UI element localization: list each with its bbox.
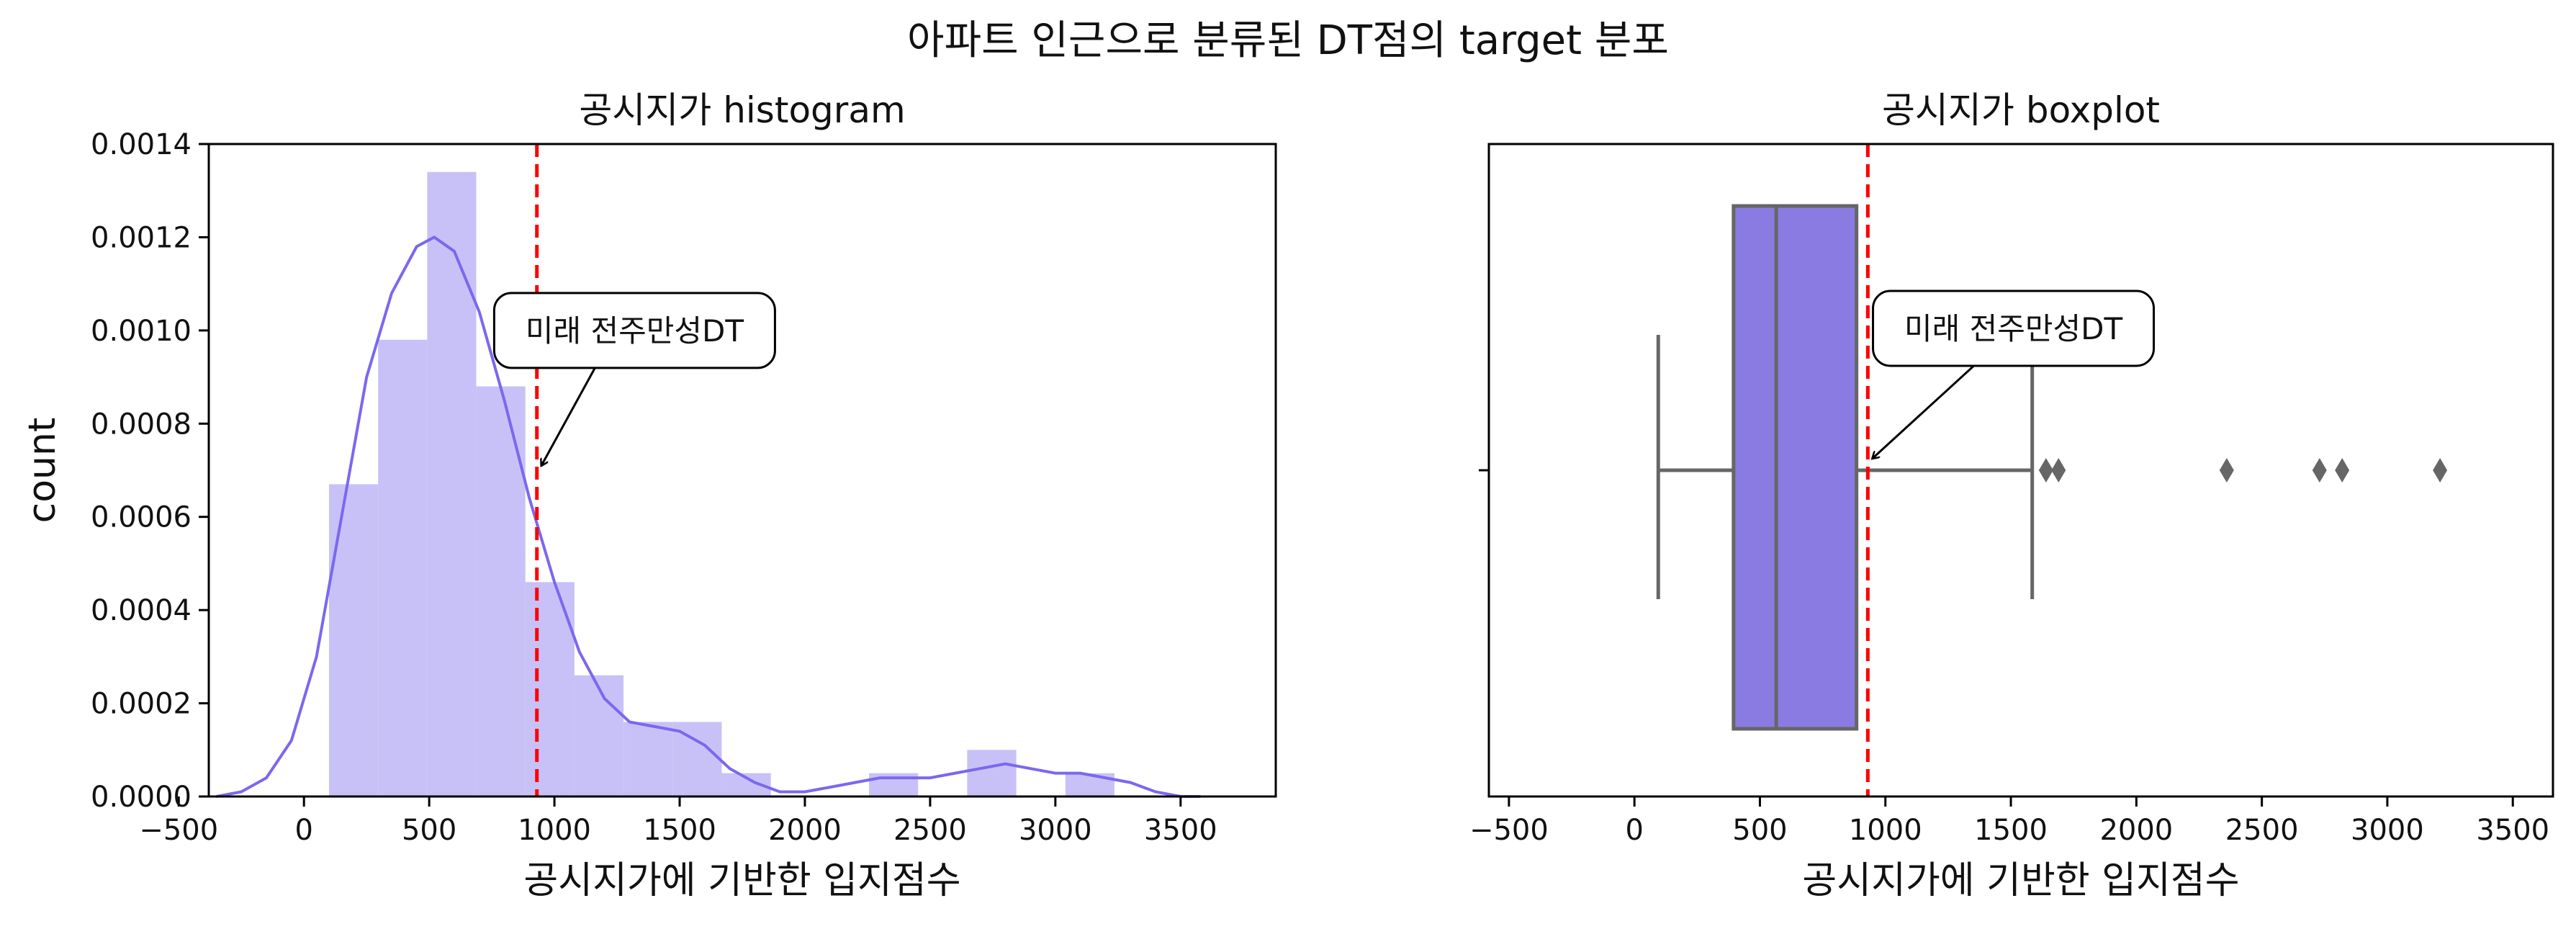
outlier-marker bbox=[2038, 458, 2053, 483]
iqr-box bbox=[1731, 204, 1859, 731]
histogram-x-ticks: −500 0 500 1000 1500 2000 2500 3000 3500 bbox=[139, 796, 1217, 847]
annotation-box bbox=[1872, 290, 2156, 367]
outlier-marker bbox=[2051, 458, 2066, 483]
boxplot-x-ticks: −500 0 500 1000 1500 2000 2500 3000 3500 bbox=[1469, 796, 2549, 847]
annotation-box bbox=[492, 292, 776, 369]
x-tick-label: 1500 bbox=[643, 814, 716, 847]
kde-curve bbox=[216, 235, 1201, 798]
y-tick-label: 0.0002 bbox=[91, 688, 192, 721]
boxplot-panel: 공시지가 boxplot −500 0 500 1000 1500 2000 2500 300… bbox=[1469, 89, 2554, 902]
annotation-label: 미래 전주만성DT bbox=[1904, 311, 2123, 346]
outlier-marker bbox=[2312, 458, 2327, 483]
boxplot-outliers bbox=[2038, 458, 2448, 483]
y-tick-label: 0.0006 bbox=[91, 501, 192, 534]
histogram-plot-frame bbox=[207, 143, 1277, 798]
y-tick-label: 0.0014 bbox=[91, 128, 192, 161]
x-tick-label: 0 bbox=[1625, 814, 1643, 847]
boxplot-title: 공시지가 boxplot bbox=[1882, 89, 2160, 131]
histogram-bar bbox=[672, 722, 722, 796]
y-tick-label: 0.0000 bbox=[91, 781, 192, 814]
x-tick-label: 2000 bbox=[768, 814, 842, 847]
x-tick-label: 3000 bbox=[2351, 814, 2424, 847]
y-tick-label: 0.0008 bbox=[91, 408, 192, 441]
annotation-label: 미래 전주만성DT bbox=[526, 313, 744, 349]
annotation-arrow bbox=[1872, 364, 1975, 459]
x-tick-label: 2000 bbox=[2099, 814, 2173, 847]
histogram-bar bbox=[427, 171, 477, 797]
histogram-y-axis-label: count bbox=[21, 418, 64, 524]
histogram-title: 공시지가 histogram bbox=[579, 89, 905, 131]
outlier-marker bbox=[2335, 458, 2350, 483]
x-tick-label: −500 bbox=[1469, 814, 1549, 847]
histogram-panel: 공시지가 histogram −500 0 500 1000 1500 2000 2500 3… bbox=[21, 89, 1277, 902]
annotation-arrow bbox=[541, 367, 596, 466]
histogram-bar bbox=[967, 750, 1017, 796]
x-tick-label: 1000 bbox=[1849, 814, 1922, 847]
boxplot-body bbox=[1656, 204, 2035, 731]
x-tick-label: 1000 bbox=[518, 814, 591, 847]
histogram-bar bbox=[378, 339, 428, 796]
histogram-bar bbox=[574, 675, 624, 796]
histogram-bar bbox=[623, 722, 673, 796]
histogram-bar bbox=[1065, 773, 1114, 796]
x-tick-label: 500 bbox=[402, 814, 456, 847]
histogram-bars bbox=[328, 171, 1114, 797]
x-tick-label: 2500 bbox=[2225, 814, 2299, 847]
x-tick-label: −500 bbox=[139, 814, 218, 847]
x-tick-label: 3000 bbox=[1019, 814, 1092, 847]
figure-suptitle: 아파트 인근으로 분류된 DT점의 target 분포 bbox=[907, 17, 1669, 64]
histogram-bar bbox=[328, 484, 379, 796]
histogram-annotation: 미래 전주만성DT bbox=[492, 292, 776, 466]
x-tick-label: 500 bbox=[1732, 814, 1787, 847]
kde-curve-group bbox=[216, 235, 1201, 798]
y-tick-label: 0.0010 bbox=[91, 315, 192, 348]
boxplot-annotation: 미래 전주만성DT bbox=[1872, 290, 2156, 459]
histogram-x-axis-label: 공시지가에 기반한 입지점수 bbox=[523, 859, 960, 902]
x-tick-label: 3500 bbox=[1144, 814, 1217, 847]
outlier-marker bbox=[2219, 458, 2234, 483]
x-tick-label: 1500 bbox=[1974, 814, 2048, 847]
histogram-y-ticks: 0.0000 0.0002 0.0004 0.0006 0.0008 0.0010 0.00… bbox=[91, 128, 209, 814]
x-tick-label: 0 bbox=[294, 814, 312, 847]
y-tick-label: 0.0004 bbox=[91, 594, 192, 627]
x-tick-label: 3500 bbox=[2476, 814, 2549, 847]
boxplot-x-axis-label: 공시지가에 기반한 입지점수 bbox=[1802, 859, 2239, 902]
x-tick-label: 2500 bbox=[893, 814, 967, 847]
y-tick-label: 0.0012 bbox=[91, 221, 192, 254]
histogram-bar bbox=[476, 386, 526, 796]
outlier-marker bbox=[2433, 458, 2448, 483]
